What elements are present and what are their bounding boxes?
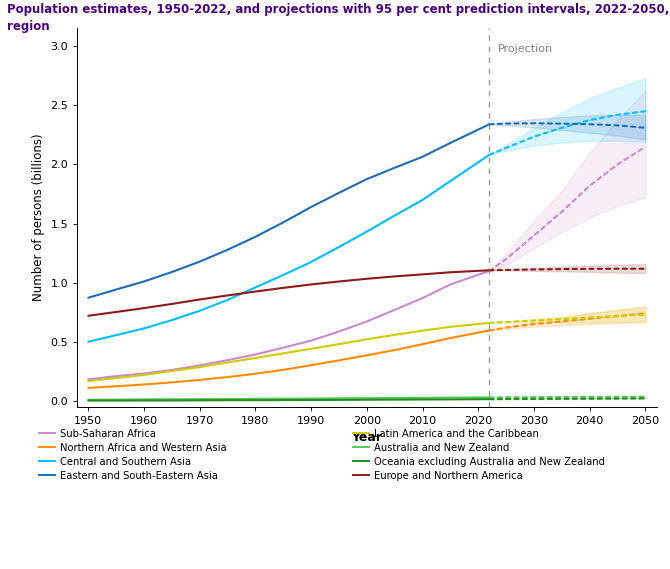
Text: region: region: [7, 20, 50, 33]
Text: Projection: Projection: [498, 44, 553, 54]
Text: Population estimates, 1950-2022, and projections with 95 per cent prediction int: Population estimates, 1950-2022, and pro…: [7, 3, 670, 16]
X-axis label: Year: Year: [351, 431, 383, 444]
Legend: Sub-Saharan Africa, Northern Africa and Western Asia, Central and Southern Asia,: Sub-Saharan Africa, Northern Africa and …: [38, 429, 226, 481]
Y-axis label: Number of persons (billions): Number of persons (billions): [31, 134, 45, 302]
Legend: Latin America and the Caribbean, Australia and New Zealand, Oceania excluding Au: Latin America and the Caribbean, Austral…: [353, 429, 606, 481]
